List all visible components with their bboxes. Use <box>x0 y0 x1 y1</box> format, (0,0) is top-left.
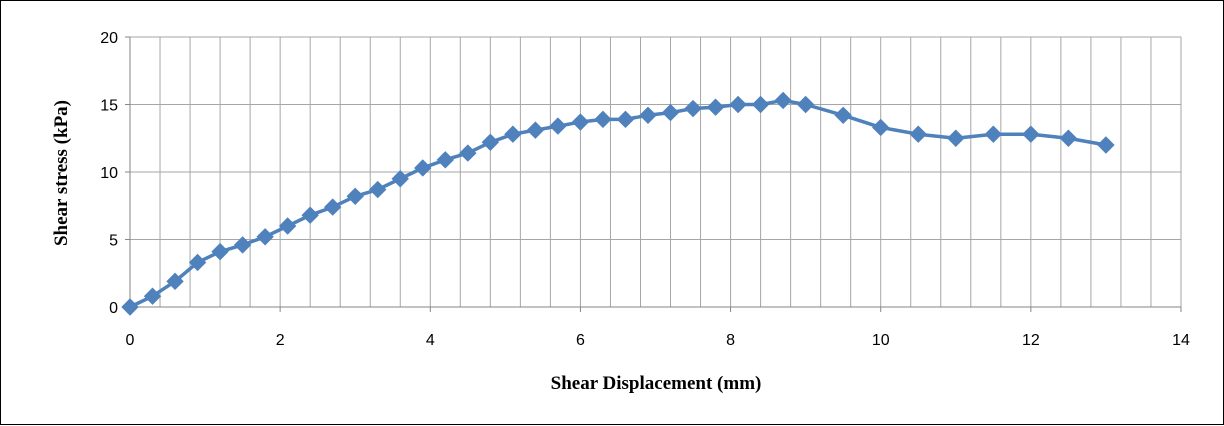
data-point-marker <box>1097 136 1115 154</box>
y-axis-title: Shear stress (kPa) <box>51 100 72 246</box>
data-point-marker <box>947 129 965 147</box>
x-tick-label: 4 <box>426 332 435 349</box>
x-tick-label: 2 <box>276 332 285 349</box>
x-tick-label: 12 <box>1022 332 1040 349</box>
x-tick-label: 14 <box>1172 332 1190 349</box>
x-axis-title: Shear Displacement (mm) <box>551 373 762 394</box>
data-point-marker <box>549 117 567 135</box>
data-point-marker <box>369 180 387 199</box>
data-point-marker <box>166 272 184 291</box>
data-point-marker <box>414 159 432 177</box>
y-tick-label: 15 <box>100 98 118 115</box>
data-point-marker <box>504 125 522 143</box>
data-point-marker <box>526 121 545 139</box>
data-point-marker <box>459 144 477 162</box>
grid-lines <box>130 36 1182 307</box>
data-point-marker <box>1059 129 1078 147</box>
data-point-marker <box>909 125 927 143</box>
data-point-marker <box>256 228 274 246</box>
x-tick-label: 0 <box>126 332 135 349</box>
data-point-marker <box>1022 125 1040 143</box>
data-point-marker <box>143 287 162 305</box>
y-tick-label: 5 <box>109 233 118 250</box>
series-line <box>129 98 1107 309</box>
data-point-marker <box>436 151 455 169</box>
data-point-marker <box>661 103 680 122</box>
data-point-marker <box>571 113 590 131</box>
data-point-marker <box>121 298 139 316</box>
data-point-marker <box>616 110 635 129</box>
data-series <box>121 91 1115 316</box>
axes <box>125 36 1182 312</box>
data-point-marker <box>639 106 657 125</box>
data-point-marker <box>481 133 500 152</box>
data-point-marker <box>872 118 890 137</box>
data-point-marker <box>984 125 1003 143</box>
data-point-marker <box>233 236 252 254</box>
data-point-marker <box>391 170 409 188</box>
data-point-marker <box>594 110 612 129</box>
data-point-marker <box>278 217 297 235</box>
x-tick-label: 6 <box>576 332 585 349</box>
y-tick-label: 0 <box>109 300 118 317</box>
y-tick-label: 10 <box>100 165 118 182</box>
data-point-marker <box>346 187 364 206</box>
x-tick-label: 8 <box>726 332 735 349</box>
data-point-marker <box>751 95 770 114</box>
tick-labels: 0 2 4 6 8 10 12 14 0 5 10 15 20 <box>100 30 1190 349</box>
data-point-marker <box>706 98 725 116</box>
data-point-marker <box>774 91 792 110</box>
x-tick-label: 10 <box>872 332 890 349</box>
data-point-marker <box>834 106 852 125</box>
data-point-marker <box>729 95 747 114</box>
data-point-marker <box>323 198 342 216</box>
data-point-marker <box>301 206 319 224</box>
data-point-marker <box>188 253 207 272</box>
data-point-marker <box>211 242 229 261</box>
data-point-marker <box>796 95 815 114</box>
y-tick-label: 20 <box>100 30 118 47</box>
data-point-marker <box>684 99 702 118</box>
